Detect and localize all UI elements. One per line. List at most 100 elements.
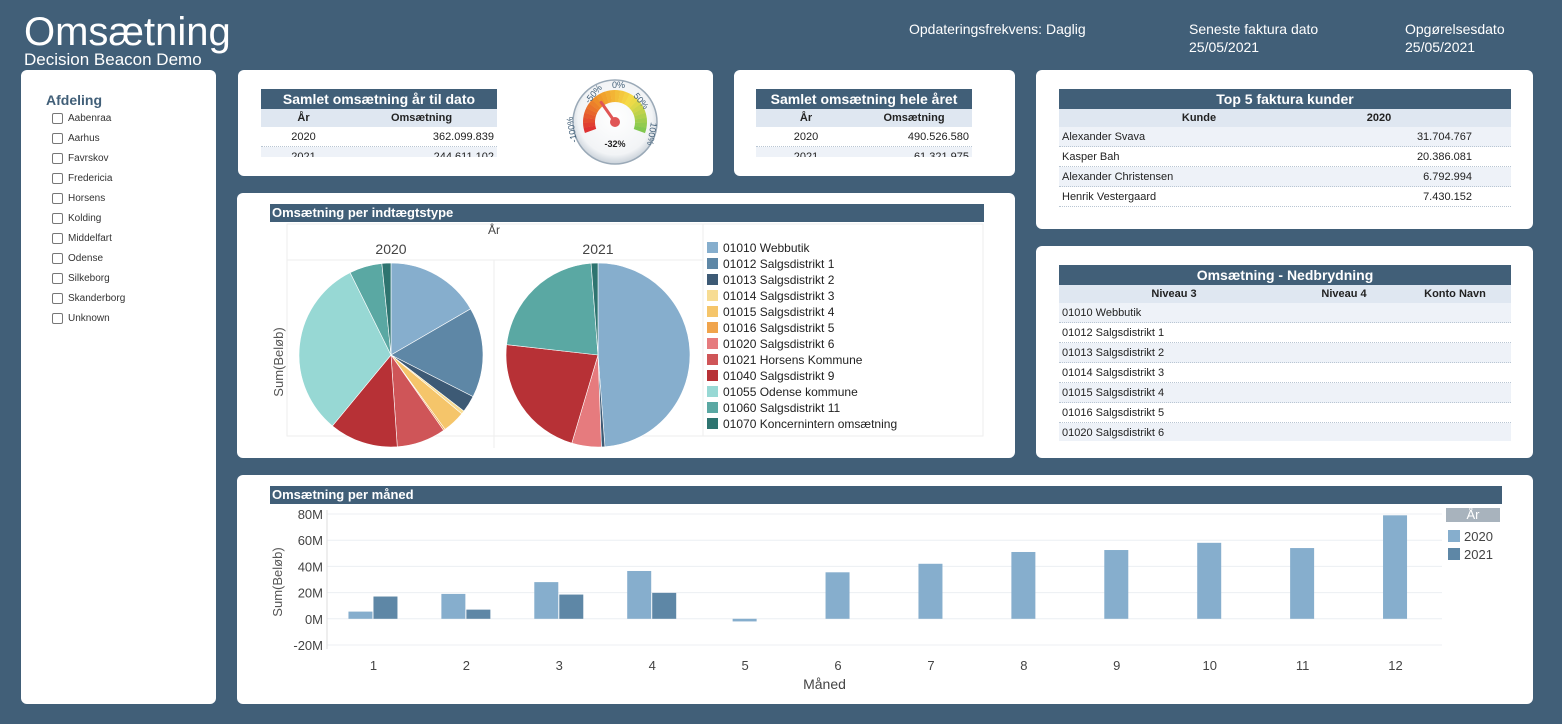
bar-2020[interactable] (1290, 548, 1315, 619)
checkbox[interactable] (52, 292, 63, 304)
bar-ylabel: Sum(Beløb) (270, 547, 285, 616)
filter-item-favrskov[interactable]: Favrskov (52, 148, 202, 168)
filter-item-aabenraa[interactable]: Aabenraa (52, 108, 202, 128)
checkbox[interactable] (52, 272, 63, 284)
pie-slice[interactable] (381, 262, 392, 356)
pie-slice[interactable] (390, 262, 471, 356)
pie-slice[interactable] (505, 344, 599, 444)
bar-2020[interactable] (441, 593, 466, 619)
checkbox[interactable] (52, 192, 63, 204)
customer-value: 20.386.081 (1416, 151, 1472, 163)
filter-item-kolding[interactable]: Kolding (52, 208, 202, 228)
checkbox[interactable] (52, 172, 63, 184)
checkbox[interactable] (52, 232, 63, 244)
ytd-table: Samlet omsætning år til dato År Omsætnin… (261, 89, 497, 157)
bar-2021[interactable] (466, 609, 491, 619)
filter-item-aarhus[interactable]: Aarhus (52, 128, 202, 148)
pie-slice[interactable] (590, 262, 599, 356)
bar-plot-bg (270, 504, 1502, 652)
filter-item-skanderborg[interactable]: Skanderborg (52, 288, 202, 308)
legend-swatch (707, 306, 718, 317)
checkbox[interactable] (52, 132, 63, 144)
legend-entry[interactable]: 01060 Salgsdistrikt 11 (723, 401, 841, 415)
fullyear-table-title: Samlet omsætning hele året (756, 89, 972, 109)
bar-2020[interactable] (918, 563, 943, 619)
bar-2021[interactable] (559, 594, 584, 619)
legend-entry[interactable]: 01070 Koncernintern omsætning (723, 417, 897, 431)
bar-2021[interactable] (373, 596, 398, 619)
col-account-name: Konto Navn (1424, 288, 1486, 300)
bar-2020[interactable] (627, 570, 652, 619)
filter-item-label: Horsens (68, 192, 106, 204)
checkbox[interactable] (52, 312, 63, 324)
legend-entry[interactable]: 2020 (1464, 529, 1493, 544)
table-row: Henrik Vestergaard 7.430.152 (1059, 187, 1511, 207)
bar-2020[interactable] (348, 611, 373, 619)
legend-entry[interactable]: 01010 Webbutik (723, 241, 811, 255)
gauge-segment (624, 93, 635, 107)
col-spacer (1419, 109, 1511, 127)
pie-slice[interactable] (390, 308, 484, 398)
gauge-segment (586, 103, 599, 114)
filter-item-label: Odense (68, 252, 104, 264)
bar-2020[interactable] (1197, 542, 1222, 619)
checkbox[interactable] (52, 152, 63, 164)
filter-title: Afdeling (46, 92, 102, 108)
gauge-segment (583, 112, 596, 120)
legend-entry[interactable]: 01012 Salgsdistrikt 1 (723, 257, 835, 271)
filter-item-silkeborg[interactable]: Silkeborg (52, 268, 202, 288)
gauge-segment (595, 93, 606, 106)
bar-2020[interactable] (1011, 551, 1036, 619)
filter-item-unknown[interactable]: Unknown (52, 308, 202, 328)
breakdown-table-title: Omsætning - Nedbrydning (1059, 265, 1511, 285)
bar-2020[interactable] (534, 582, 559, 619)
pie-slice[interactable] (331, 354, 398, 448)
x-tick-label: 5 (742, 658, 749, 673)
legend-entry[interactable]: 01014 Salgsdistrikt 3 (723, 289, 835, 303)
fullyear-table: Samlet omsætning hele året År Omsætning … (756, 89, 972, 157)
bar-2020[interactable] (1104, 550, 1129, 619)
checkbox[interactable] (52, 252, 63, 264)
legend-entry[interactable]: 01055 Odense kommune (723, 385, 858, 399)
breakdown-panel: Omsætning - Nedbrydning Niveau 3 Niveau … (1036, 246, 1533, 458)
update-frequency: Opdateringsfrekvens: Daglig (909, 21, 1086, 37)
legend-entry[interactable]: 01021 Horsens Kommune (723, 353, 863, 367)
legend-entry[interactable]: 01015 Salgsdistrikt 4 (723, 305, 835, 319)
legend-entry[interactable]: 2021 (1464, 547, 1493, 562)
page-subtitle: Decision Beacon Demo (24, 50, 202, 69)
y-tick-label: -20M (293, 638, 323, 653)
table-row: 01014 Salgsdistrikt 3 (1059, 363, 1511, 383)
ytd-table-header: År Omsætning (261, 109, 497, 127)
legend-entry[interactable]: 01020 Salgsdistrikt 6 (723, 337, 835, 351)
x-tick-label: 8 (1020, 658, 1027, 673)
level3-name: 01013 Salgsdistrikt 2 (1062, 347, 1165, 359)
filter-item-odense[interactable]: Odense (52, 248, 202, 268)
x-tick-label: 1 (370, 658, 377, 673)
legend-entry[interactable]: 01040 Salgsdistrikt 9 (723, 369, 835, 383)
pie-slice[interactable] (298, 272, 392, 427)
filter-item-fredericia[interactable]: Fredericia (52, 168, 202, 188)
table-row: Alexander Svava 31.704.767 (1059, 127, 1511, 147)
table-row: 2020 490.526.580 (756, 127, 972, 147)
gauge-segment (634, 122, 647, 129)
col-level3: Niveau 3 (1151, 288, 1197, 300)
bar-2020[interactable] (1383, 515, 1408, 619)
bar-2020[interactable] (825, 572, 850, 619)
y-tick-label: 60M (298, 533, 323, 548)
table-row: 01015 Salgsdistrikt 4 (1059, 383, 1511, 403)
pie-slice[interactable] (597, 262, 691, 448)
x-tick-label: 7 (927, 658, 934, 673)
filter-item-middelfart[interactable]: Middelfart (52, 228, 202, 248)
bar-2021[interactable] (652, 592, 677, 619)
checkbox[interactable] (52, 112, 63, 124)
customer-name: Alexander Svava (1062, 131, 1146, 143)
table-row: 01010 Webbutik (1059, 303, 1511, 323)
legend-entry[interactable]: 01013 Salgsdistrikt 2 (723, 273, 835, 287)
gauge-segment (588, 99, 601, 111)
filter-item-horsens[interactable]: Horsens (52, 188, 202, 208)
customer-name: Henrik Vestergaard (1062, 191, 1157, 203)
pie-slice[interactable] (506, 262, 599, 356)
checkbox[interactable] (52, 212, 63, 224)
legend-entry[interactable]: 01016 Salgsdistrikt 5 (723, 321, 835, 335)
bar-2020[interactable] (732, 618, 757, 622)
